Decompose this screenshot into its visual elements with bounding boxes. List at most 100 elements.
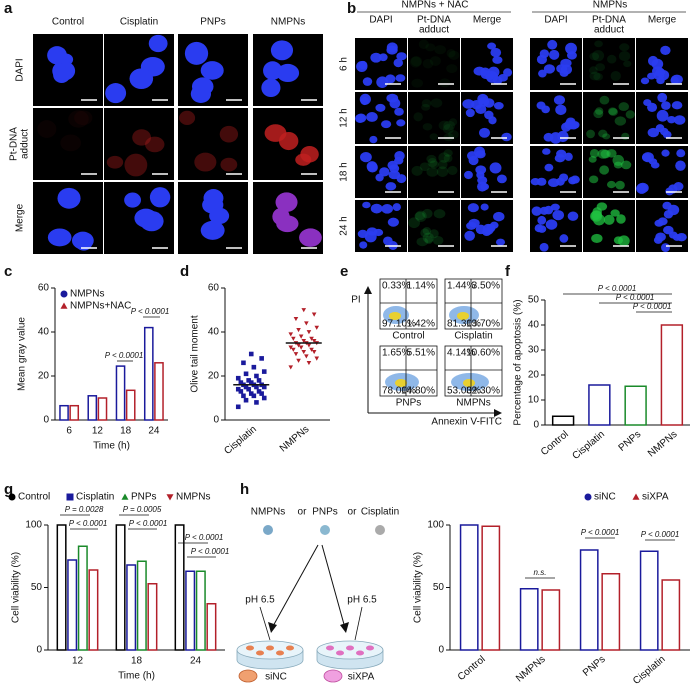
nucleus bbox=[219, 125, 239, 143]
nucleus bbox=[539, 206, 549, 215]
nucleus bbox=[275, 192, 298, 213]
nucleus bbox=[57, 187, 81, 209]
nucleus bbox=[492, 76, 503, 85]
nucleus bbox=[396, 174, 407, 184]
row-header: Merge bbox=[15, 203, 26, 232]
nucleus bbox=[261, 78, 281, 98]
legend-marker bbox=[584, 493, 592, 501]
nucleus bbox=[430, 98, 443, 108]
nucleus bbox=[552, 210, 565, 221]
nucleus bbox=[618, 102, 630, 112]
nucleus bbox=[542, 148, 551, 155]
nucleus bbox=[545, 219, 558, 230]
nucleus bbox=[436, 166, 449, 177]
diagram-label: or bbox=[298, 507, 308, 518]
nucleus bbox=[134, 208, 158, 228]
nucleus bbox=[411, 165, 423, 176]
nucleus bbox=[396, 119, 406, 127]
nucleus bbox=[422, 208, 433, 219]
nucleus bbox=[534, 224, 544, 233]
point bbox=[293, 352, 299, 357]
point bbox=[261, 395, 267, 401]
nucleus bbox=[599, 165, 610, 175]
nucleus bbox=[421, 103, 431, 111]
bar bbox=[551, 415, 575, 426]
plot-label: NMPNs bbox=[456, 398, 490, 409]
column-header: NMPNs bbox=[271, 17, 305, 28]
cell-core bbox=[389, 312, 401, 320]
nucleus bbox=[661, 101, 671, 110]
nucleus bbox=[567, 211, 579, 221]
nucleus bbox=[369, 135, 378, 144]
nucleus bbox=[367, 162, 378, 173]
point bbox=[311, 312, 317, 317]
annotation: P < 0.0001 bbox=[641, 530, 680, 539]
nucleus bbox=[60, 134, 82, 152]
nucleus bbox=[278, 131, 299, 151]
legend-marker bbox=[121, 493, 129, 500]
point bbox=[288, 332, 294, 337]
arrow-head bbox=[268, 622, 277, 633]
nucleus bbox=[493, 102, 504, 110]
row-header: DAPI bbox=[15, 58, 26, 81]
nucleus bbox=[124, 192, 141, 208]
legend-marker bbox=[60, 302, 68, 309]
nucleus bbox=[220, 157, 238, 172]
point bbox=[301, 338, 307, 344]
y-axis-label: Mean gray value bbox=[17, 317, 28, 391]
cell bbox=[356, 650, 364, 656]
nucleus bbox=[448, 118, 458, 126]
nucleus bbox=[567, 51, 577, 60]
y-tick-label: 10 bbox=[528, 395, 540, 406]
point bbox=[248, 351, 254, 357]
y-axis-label: Olive tail moment bbox=[190, 315, 201, 392]
annotation: P < 0.0001 bbox=[105, 351, 144, 360]
nucleus bbox=[132, 129, 152, 146]
point bbox=[306, 330, 312, 335]
point bbox=[304, 354, 309, 359]
annotation: P < 0.0001 bbox=[633, 302, 672, 311]
point bbox=[301, 308, 307, 313]
bar bbox=[185, 570, 196, 651]
nucleus bbox=[392, 203, 401, 212]
nucleus bbox=[589, 148, 599, 158]
bar bbox=[97, 397, 108, 421]
nucleus bbox=[37, 120, 57, 138]
nucleus bbox=[410, 56, 423, 67]
legend-label: siXPA bbox=[642, 492, 669, 503]
nucleus bbox=[422, 58, 434, 69]
nucleus bbox=[362, 201, 371, 209]
nucleus bbox=[429, 160, 439, 169]
nucleus bbox=[370, 203, 383, 214]
nucleus bbox=[618, 51, 631, 62]
quadrant-value: 1.14% bbox=[407, 281, 435, 292]
nucleus bbox=[422, 123, 433, 131]
legend-label: NMPNs bbox=[176, 492, 210, 503]
micrograph bbox=[408, 92, 460, 144]
annotation: P < 0.0001 bbox=[191, 547, 230, 556]
quadrant-value: 13.70% bbox=[466, 319, 500, 330]
bar bbox=[143, 326, 154, 421]
bar bbox=[601, 573, 621, 651]
nucleus bbox=[495, 238, 506, 246]
nucleus bbox=[376, 76, 389, 88]
nucleus bbox=[429, 56, 441, 66]
column-header: Pt-DNA bbox=[592, 15, 626, 26]
y-tick-label: 20 bbox=[208, 371, 220, 382]
nucleus bbox=[479, 127, 490, 138]
y-tick-label: 0 bbox=[533, 420, 539, 431]
bar bbox=[660, 324, 684, 426]
nucleus bbox=[433, 209, 446, 219]
legend-label: Cisplatin bbox=[76, 492, 114, 503]
point bbox=[291, 336, 296, 341]
micrograph bbox=[583, 38, 635, 90]
y-tick-label: 40 bbox=[528, 320, 540, 331]
x-tick-label: 24 bbox=[148, 426, 160, 437]
nucleus bbox=[295, 153, 312, 166]
nucleus bbox=[411, 78, 424, 88]
row-header: 18 h bbox=[339, 162, 350, 181]
legend-label: siNC bbox=[594, 492, 616, 503]
point bbox=[235, 404, 241, 410]
nucleus bbox=[434, 45, 447, 55]
nucleus bbox=[559, 173, 569, 182]
